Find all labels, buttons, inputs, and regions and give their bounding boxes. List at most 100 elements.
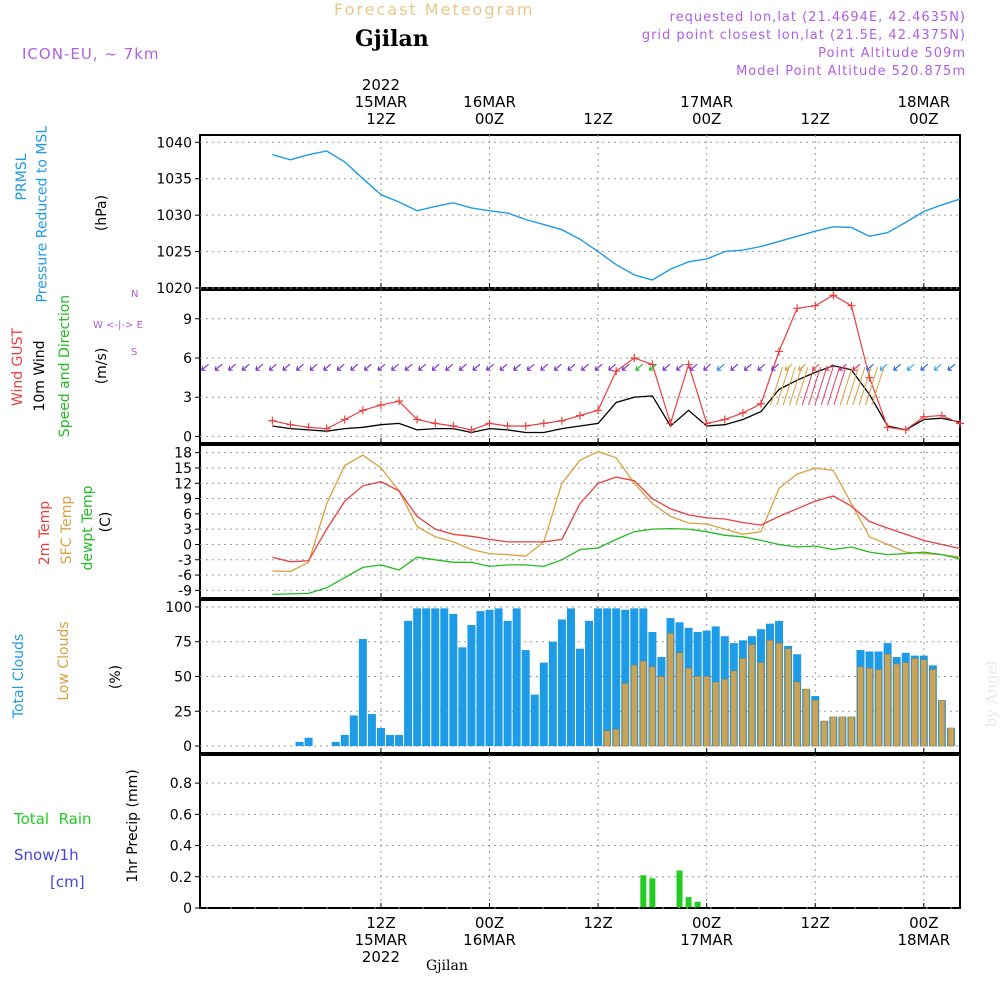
gust-marker — [702, 419, 711, 428]
gust-marker — [503, 422, 512, 430]
low-cloud-bar — [757, 662, 765, 747]
low-cloud-bar — [811, 699, 819, 747]
total-cloud-bar — [331, 741, 340, 747]
total-cloud-bar — [503, 620, 512, 747]
clouds-ytick-label: 75 — [174, 635, 192, 651]
total-cloud-bar — [594, 608, 603, 747]
wind-arrow — [200, 363, 209, 371]
temp-ytick-label: 0 — [183, 537, 192, 553]
gust-marker — [358, 406, 367, 415]
top-time-label-line: 16MAR — [463, 93, 516, 111]
rain-bar — [649, 878, 656, 908]
wind-barb — [865, 367, 879, 406]
top-time-label: 17MAR 00Z — [667, 77, 747, 128]
low-cloud-bar — [649, 666, 656, 747]
pressure-ytick-label: 1020 — [156, 281, 192, 297]
wind-arrow — [336, 363, 345, 371]
top-time-label-line: 12Z — [583, 110, 613, 128]
wind-gust-line — [272, 294, 961, 431]
rain-bar — [694, 901, 701, 908]
low-cloud-bar — [866, 667, 873, 747]
total-cloud-bar — [512, 608, 521, 747]
wind-arrow — [608, 363, 617, 371]
gust-marker — [829, 291, 838, 300]
total-cloud-bar — [386, 734, 394, 747]
wind-arrow — [703, 363, 712, 371]
wind-barb — [827, 367, 841, 406]
low-cloud-bar — [703, 676, 710, 747]
wind-arrow — [241, 363, 250, 371]
top-time-label-line: 17MAR — [680, 93, 734, 111]
total-cloud-bar — [576, 648, 584, 747]
temp-ytick-label: -6 — [178, 568, 192, 584]
pressure-ytick-label: 1040 — [156, 135, 192, 151]
low-cloud-bar — [947, 727, 955, 747]
total-cloud-bar — [557, 619, 566, 747]
precip-ytick-label: 0.6 — [170, 807, 192, 823]
total-cloud-bar — [530, 694, 539, 747]
gust-marker — [539, 419, 548, 428]
low-cloud-bar — [766, 640, 774, 747]
gust-marker — [756, 399, 765, 408]
top-time-label: 18MAR 00Z — [884, 77, 964, 128]
low-cloud-bar — [830, 716, 837, 747]
wind-barb — [795, 367, 809, 406]
top-time-label: 2022 15MAR 12Z — [341, 77, 421, 128]
wind-arrow — [621, 363, 630, 371]
low-cloud-bar — [685, 667, 692, 747]
wind-arrow — [689, 363, 698, 371]
bottom-time-label: 00Z 16MAR — [450, 915, 530, 966]
total-cloud-bar — [566, 608, 575, 747]
pressure-ytick-label: 1030 — [156, 208, 192, 224]
bottom-time-label-line: 00Z — [909, 914, 939, 932]
wind-barb — [858, 367, 872, 406]
wind-arrow — [635, 363, 644, 371]
total-cloud-bar — [395, 734, 404, 747]
clouds-ytick-label: 25 — [174, 704, 192, 720]
wind-barb — [770, 367, 784, 406]
low-cloud-bar — [875, 669, 882, 747]
wind-arrow — [350, 363, 359, 371]
low-cloud-bar — [721, 679, 729, 747]
gust-marker — [612, 367, 621, 376]
total-cloud-bar — [295, 741, 304, 747]
total-cloud-bar — [494, 608, 503, 747]
footer-location: Gjilan — [426, 958, 468, 974]
wind-arrow — [906, 363, 915, 371]
wind-arrow — [458, 363, 467, 371]
low-cloud-bar — [821, 720, 828, 747]
total-cloud-bar — [404, 620, 413, 747]
wind-arrow — [472, 363, 481, 371]
rain-bar — [640, 875, 647, 908]
bottom-time-label: 12Z — [775, 915, 855, 966]
wind-barb — [808, 367, 822, 406]
wind-barb — [833, 367, 847, 406]
wind-arrow — [540, 363, 549, 371]
low-cloud-bar — [893, 663, 900, 747]
wind-10m-line — [272, 365, 961, 434]
temp-ytick-label: 12 — [174, 476, 192, 492]
low-cloud-bar — [902, 662, 909, 747]
compass-n: N — [131, 289, 139, 300]
total-cloud-bar — [467, 625, 476, 747]
wind-arrow — [594, 363, 603, 371]
low-cloud-bar — [603, 730, 611, 747]
wind-arrow — [852, 363, 861, 371]
precip-ytick-label: 0.2 — [170, 870, 192, 886]
bottom-time-label-line: 12Z — [800, 914, 830, 932]
wind-frame — [199, 289, 961, 444]
top-time-label: 12Z — [775, 77, 855, 128]
low-cloud-bar — [920, 659, 928, 747]
label-cm: [cm] — [50, 873, 85, 891]
wind-arrow — [431, 363, 440, 371]
low-cloud-bar — [938, 699, 946, 747]
dewpt-line — [272, 527, 961, 596]
wind-arrow — [268, 363, 277, 371]
wind-arrow — [933, 363, 942, 371]
grid-point-coords: grid point closest lon,lat (21.5E, 42.43… — [641, 28, 966, 43]
temp-ytick-label: 6 — [183, 507, 192, 523]
wind-arrow — [228, 363, 237, 371]
gust-marker — [937, 411, 946, 420]
wind-ytick-label: 6 — [183, 351, 192, 367]
